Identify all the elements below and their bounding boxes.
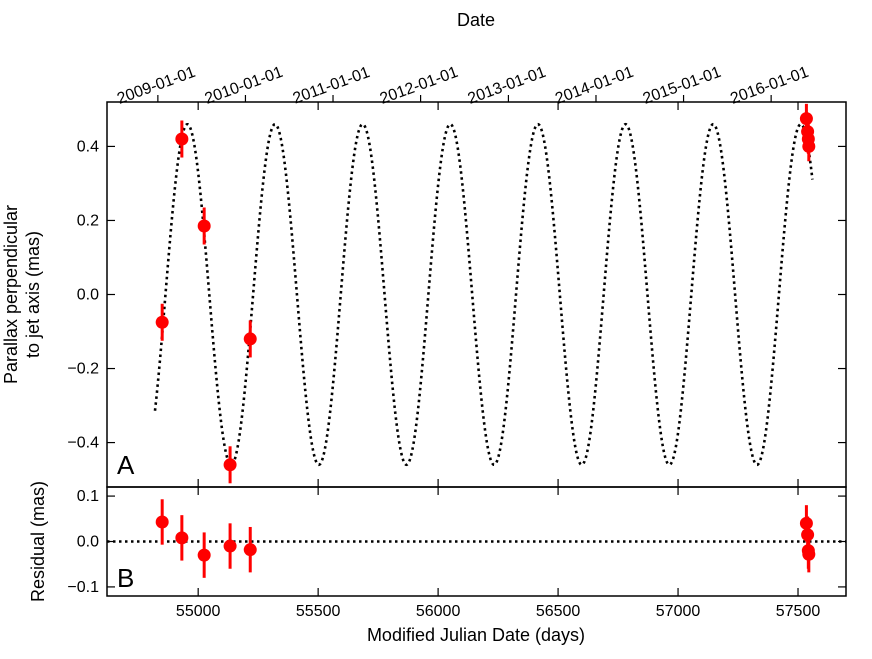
x-tick-label: 55500 bbox=[296, 603, 341, 620]
panel-a-data-point bbox=[197, 219, 211, 233]
panel-b-data-point bbox=[175, 531, 189, 545]
top-date-tick-label: 2015-01-01 bbox=[641, 64, 724, 108]
panel-b-label: B bbox=[117, 563, 134, 593]
panel-b-ylabel-line: Residual (mas) bbox=[28, 481, 48, 602]
panel-b-data-point bbox=[802, 547, 816, 561]
panel-b-ytick-label: 0.0 bbox=[77, 534, 99, 551]
parallax-model-curve bbox=[153, 122, 814, 467]
panel-a-data-point bbox=[802, 139, 816, 153]
panel-b-data-point bbox=[243, 543, 257, 557]
top-date-tick-label: 2016-01-01 bbox=[728, 64, 811, 108]
panel-a-ylabel-line: Parallax perpendicular bbox=[1, 205, 21, 384]
top-date-tick-label: 2012-01-01 bbox=[378, 64, 461, 108]
x-tick-label: 55000 bbox=[176, 603, 221, 620]
top-date-tick-label: 2013-01-01 bbox=[466, 64, 549, 108]
top-date-tick-label: 2014-01-01 bbox=[553, 64, 636, 108]
panel-a-data-point bbox=[155, 315, 169, 329]
x-tick-label: 57000 bbox=[656, 603, 701, 620]
x-tick-label: 57500 bbox=[776, 603, 821, 620]
panel-b-ytick-label: −0.1 bbox=[67, 579, 99, 596]
x-tick-label: 56500 bbox=[536, 603, 581, 620]
panel-a-data-point bbox=[223, 458, 237, 472]
panel-a-ytick-label: −0.4 bbox=[67, 435, 99, 452]
top-date-tick-label: 2009-01-01 bbox=[115, 64, 198, 108]
panel-b-ytick-label: 0.1 bbox=[77, 488, 99, 505]
panel-a-ytick-label: 0.2 bbox=[77, 212, 99, 229]
panel-b-data-point bbox=[197, 548, 211, 562]
panel-a-ylabel-line: to jet axis (mas) bbox=[23, 231, 43, 358]
top-date-tick-label: 2010-01-01 bbox=[203, 64, 286, 108]
panel-a-data-point bbox=[175, 132, 189, 146]
top-axis-title: Date bbox=[457, 10, 495, 30]
panel-a-data-point bbox=[243, 332, 257, 346]
top-date-tick-label: 2011-01-01 bbox=[291, 64, 373, 108]
panel-a-ytick-label: −0.2 bbox=[67, 361, 99, 378]
panel-b-data-point bbox=[223, 539, 237, 553]
panel-a-ytick-label: 0.0 bbox=[77, 287, 99, 304]
x-tick-label: 56000 bbox=[416, 603, 461, 620]
panel-a-ytick-label: 0.4 bbox=[77, 138, 99, 155]
panel-b-frame bbox=[106, 486, 847, 597]
panel-b-data-point bbox=[155, 515, 169, 529]
panel-a-label: A bbox=[117, 450, 135, 480]
x-axis-title: Modified Julian Date (days) bbox=[367, 625, 585, 645]
